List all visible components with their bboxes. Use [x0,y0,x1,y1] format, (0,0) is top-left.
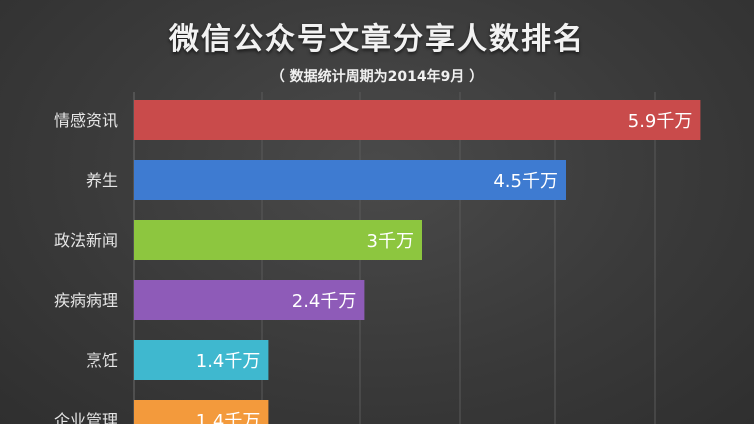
category-label: 政法新闻 [54,231,118,250]
data-label: 1.4千万 [196,351,261,372]
data-label: 5.9千万 [628,111,693,132]
data-label: 3千万 [367,231,414,252]
data-label: 4.5千万 [493,171,558,192]
data-label: 2.4千万 [292,291,357,312]
category-label: 烹饪 [86,351,118,370]
chart-subtitle: （ 数据统计周期为2014年9月 ） [270,69,484,85]
bar [134,400,269,424]
chart-title: 微信公众号文章分享人数排名 [169,22,585,57]
bar [134,220,422,260]
data-label: 1.4千万 [196,411,261,424]
category-label: 养生 [86,171,118,190]
category-label: 疾病病理 [54,291,118,310]
bar [134,280,365,320]
category-label: 企业管理 [54,411,118,424]
bar [134,340,269,380]
bar [134,100,701,140]
category-label: 情感资讯 [54,111,118,130]
bar [134,160,566,200]
